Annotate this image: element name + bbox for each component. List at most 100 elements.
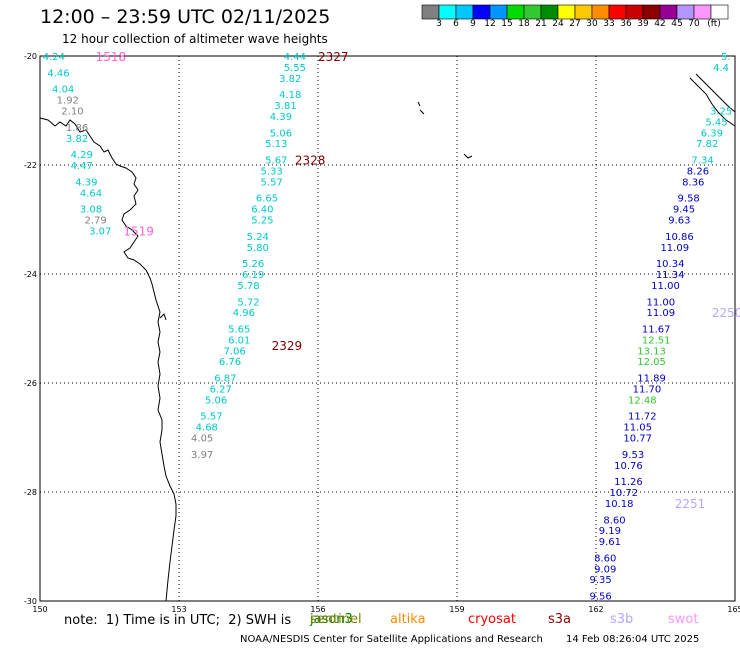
legend-swatch (710, 4, 729, 20)
wave-height-value: 8.36 (682, 177, 704, 188)
legend-swatch (438, 4, 457, 20)
credit-line: NOAA/NESDIS Center for Satellite Applica… (240, 634, 543, 645)
wave-height-value: 6.40 (251, 205, 273, 216)
legend-swatch (540, 4, 559, 20)
wave-height-value: 6.19 (242, 270, 264, 281)
wave-height-value: 5.24 (247, 232, 269, 243)
wave-height-value: 7.82 (696, 139, 718, 150)
satellite-label: swot (668, 612, 699, 627)
wave-height-value: 4.64 (80, 188, 102, 199)
wave-height-value: 4.04 (52, 85, 74, 96)
legend-label: 70 (688, 19, 700, 29)
pass-labels: 1518 2327 2328 1519 2329 2250 2251 (96, 50, 740, 511)
wave-height-value: 3.82 (66, 134, 88, 145)
pass-id-label: 2250 (712, 306, 740, 320)
lat-tick-label: -20 (24, 52, 37, 61)
pass-id-label: 1519 (123, 224, 154, 238)
wave-height-value: 1.86 (66, 123, 88, 134)
legend-swatch (523, 4, 542, 20)
axis-labels: 150 153 156 159 162 165 -20 -22 -24 -26 -28 -30 (24, 52, 740, 614)
wave-height-value: 5.57 (200, 412, 222, 423)
lon-tick-label: 162 (588, 605, 603, 614)
legend-label: 39 (637, 19, 649, 29)
lat-tick-label: -24 (24, 270, 37, 279)
wave-height-value: 8.26 (687, 166, 709, 177)
wave-height-value: 11.72 (628, 412, 657, 423)
wave-height-value: 4.05 (191, 434, 213, 445)
wave-height-value: 5.55 (284, 63, 306, 74)
new-caledonia-coastline (689, 73, 736, 127)
wave-height-value: 5. (721, 52, 731, 63)
map-title: 12:00 – 23:59 UTC 02/11/2025 (40, 6, 331, 28)
legend-swatch (608, 4, 627, 20)
lat-tick-label: -30 (24, 597, 37, 606)
wave-height-value: 3.25 (710, 107, 732, 118)
wave-height-value: 9.19 (599, 526, 621, 537)
wave-height-value: 9.35 (590, 575, 612, 586)
legend-swatch (625, 4, 644, 20)
wave-height-value: 5.06 (205, 395, 227, 406)
legend-swatch (557, 4, 576, 20)
legend-label: 30 (586, 19, 598, 29)
wave-height-value: 7.34 (691, 156, 713, 167)
wave-height-value: 4.44 (284, 52, 306, 63)
wave-height-value: 4.46 (47, 68, 69, 79)
wave-height-value: 6.39 (701, 128, 723, 139)
wave-height-value: 6.27 (210, 384, 232, 395)
satellite-label: sentinel (310, 612, 362, 627)
lon-tick-label: 153 (171, 605, 186, 614)
wave-height-value: 5.65 (228, 325, 250, 336)
wave-height-value: 2.79 (84, 216, 106, 227)
legend-label: 36 (620, 19, 632, 29)
island-1 (417, 101, 425, 115)
pass-id-label: 2327 (318, 50, 349, 64)
legend-label: 6 (453, 19, 459, 29)
lat-tick-label: -22 (24, 161, 37, 170)
satellite-label: s3a (548, 612, 572, 627)
wave-height-value: 6.65 (256, 194, 278, 205)
wave-height-value: 9.53 (622, 450, 644, 461)
wave-height-value: 4.39 (270, 112, 292, 123)
wave-height-value: 3.82 (279, 74, 301, 85)
wave-height-value: 12.48 (628, 395, 657, 406)
wave-height-value: 5.13 (265, 139, 287, 150)
wave-height-value: 11.70 (633, 384, 662, 395)
legend-label: 24 (552, 19, 564, 29)
satellite-label: jason3 (310, 612, 353, 627)
australia-coastline (39, 117, 177, 602)
lon-tick-label: 156 (310, 605, 325, 614)
wave-height-value: 5.80 (247, 243, 269, 254)
legend-label: 9 (470, 19, 476, 29)
pass-id-label: 2328 (295, 154, 326, 168)
island-2 (463, 153, 473, 159)
wave-height-value: 12.05 (637, 357, 666, 368)
legend-label: 21 (535, 19, 547, 29)
legend-swatch (693, 4, 712, 20)
wave-height-value: 4.24 (43, 52, 65, 63)
pass-id-label: 2251 (675, 497, 706, 511)
wave-height-value: 4.96 (233, 308, 255, 319)
wave-height-value: 9.61 (599, 537, 621, 548)
lon-tick-label: 165 (727, 605, 740, 614)
lat-tick-label: -28 (24, 488, 37, 497)
wave-height-value: 4.68 (196, 423, 218, 434)
legend-label: 27 (569, 19, 581, 29)
legend-label: 45 (671, 19, 683, 29)
lon-tick-label: 150 (32, 605, 47, 614)
wave-height-value: 10.76 (614, 461, 643, 472)
wave-height-value: 4.4 (713, 63, 729, 74)
wave-height-value: 12.51 (642, 335, 671, 346)
generated-timestamp: 14 Feb 08:26:04 UTC 2025 (566, 634, 700, 645)
wave-height-value: 9.45 (673, 205, 695, 216)
wave-height-value: 7.06 (223, 346, 245, 357)
map-subtitle: 12 hour collection of altimeter wave hei… (62, 32, 328, 46)
wave-height-value: 10.72 (609, 488, 638, 499)
wave-height-value: 10.86 (665, 232, 694, 243)
wave-height-value: 5.67 (265, 156, 287, 167)
wave-height-value: 3.08 (80, 205, 102, 216)
legend-swatch (591, 4, 610, 20)
wave-height-value: 10.34 (656, 259, 685, 270)
lat-tick-label: -26 (24, 379, 37, 388)
wave-height-value: 2.10 (61, 107, 83, 118)
wave-height-value: 5.72 (237, 297, 259, 308)
